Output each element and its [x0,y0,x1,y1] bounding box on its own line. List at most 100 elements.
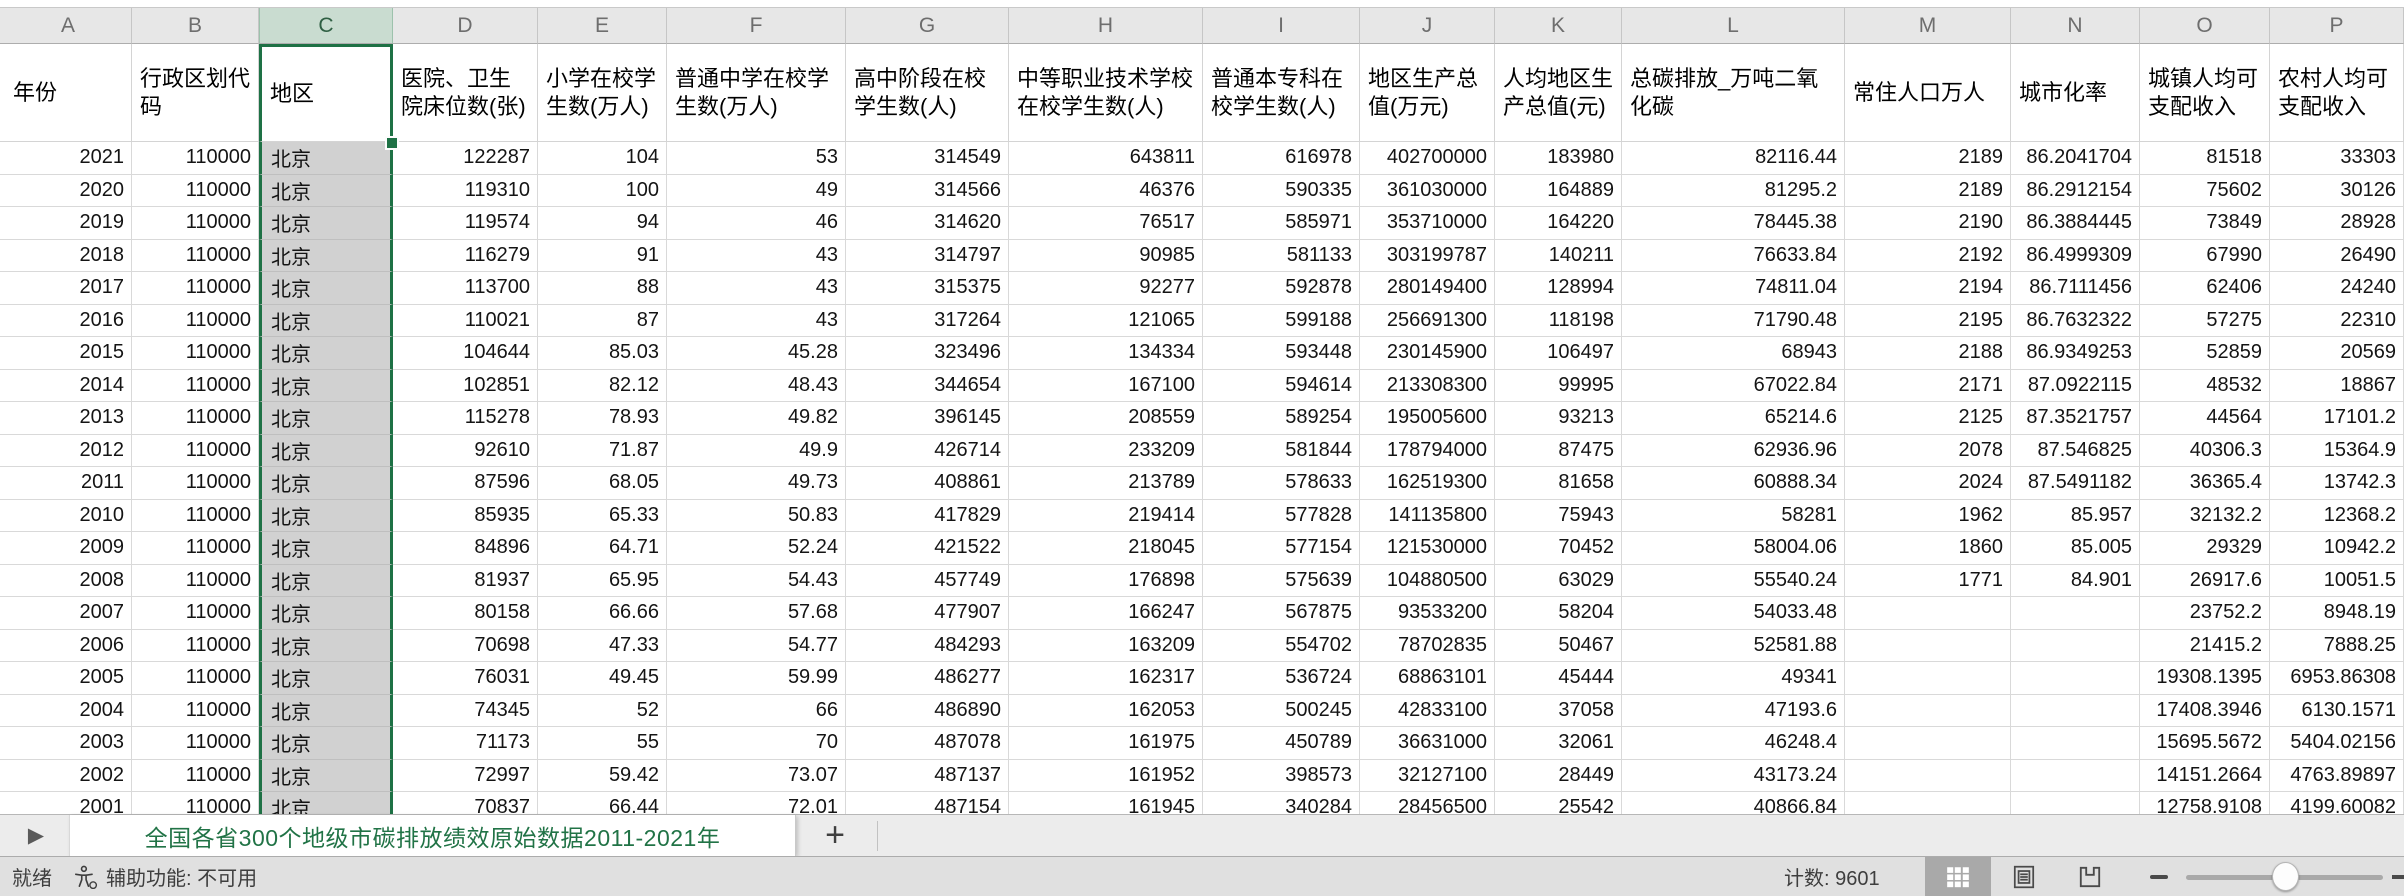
cell-A19[interactable]: 2004 [5,694,132,727]
cell-F1[interactable]: 普通中学在校学生数(万人) [667,44,846,142]
cell-F4[interactable]: 46 [667,207,846,240]
cell-I19[interactable]: 500245 [1203,694,1360,727]
cell-I9[interactable]: 594614 [1203,369,1360,402]
cell-B20[interactable]: 110000 [132,727,259,760]
cell-O6[interactable]: 62406 [2140,272,2270,305]
cell-A17[interactable]: 2006 [5,629,132,662]
cell-P4[interactable]: 28928 [2270,207,2404,240]
cell-C11[interactable]: 北京 [259,434,393,467]
cell-G3[interactable]: 314566 [846,174,1009,207]
cell-E19[interactable]: 52 [538,694,667,727]
cell-H4[interactable]: 76517 [1009,207,1203,240]
cell-G7[interactable]: 317264 [846,304,1009,337]
column-letter-A[interactable]: A [5,8,132,44]
cell-D21[interactable]: 72997 [393,759,538,792]
cell-M8[interactable]: 2188 [1845,337,2011,370]
column-letter-J[interactable]: J [1360,8,1495,44]
cell-F14[interactable]: 52.24 [667,532,846,565]
cell-N22[interactable] [2011,792,2140,814]
cell-D18[interactable]: 76031 [393,662,538,695]
cell-C5[interactable]: 北京 [259,239,393,272]
cell-A22[interactable]: 2001 [5,792,132,814]
cell-P7[interactable]: 22310 [2270,304,2404,337]
cell-N10[interactable]: 87.3521757 [2011,402,2140,435]
column-letter-N[interactable]: N [2011,8,2140,44]
cell-K13[interactable]: 75943 [1495,499,1622,532]
cell-H22[interactable]: 161945 [1009,792,1203,814]
cell-L3[interactable]: 81295.2 [1622,174,1845,207]
cell-I14[interactable]: 577154 [1203,532,1360,565]
cell-I1[interactable]: 普通本专科在校学生数(人) [1203,44,1360,142]
cell-K17[interactable]: 50467 [1495,629,1622,662]
cell-D20[interactable]: 71173 [393,727,538,760]
cell-G8[interactable]: 323496 [846,337,1009,370]
cell-P9[interactable]: 18867 [2270,369,2404,402]
sheet-tab-active[interactable]: 全国各省300个地级市碳排放绩效原始数据2011-2021年 [69,815,796,856]
cell-B19[interactable]: 110000 [132,694,259,727]
cell-D10[interactable]: 115278 [393,402,538,435]
cell-F5[interactable]: 43 [667,239,846,272]
cell-I2[interactable]: 616978 [1203,142,1360,175]
cell-E4[interactable]: 94 [538,207,667,240]
cell-D5[interactable]: 116279 [393,239,538,272]
cell-H9[interactable]: 167100 [1009,369,1203,402]
cell-A1[interactable]: 年份 [5,44,132,142]
cell-A11[interactable]: 2012 [5,434,132,467]
cell-B12[interactable]: 110000 [132,467,259,500]
cell-A3[interactable]: 2020 [5,174,132,207]
cell-J10[interactable]: 195005600 [1360,402,1495,435]
cell-N8[interactable]: 86.9349253 [2011,337,2140,370]
cell-C18[interactable]: 北京 [259,662,393,695]
cell-E3[interactable]: 100 [538,174,667,207]
cell-B1[interactable]: 行政区划代码 [132,44,259,142]
cell-N1[interactable]: 城市化率 [2011,44,2140,142]
column-letter-L[interactable]: L [1622,8,1845,44]
cell-B13[interactable]: 110000 [132,499,259,532]
cell-L19[interactable]: 47193.6 [1622,694,1845,727]
cell-F9[interactable]: 48.43 [667,369,846,402]
cell-N14[interactable]: 85.005 [2011,532,2140,565]
cell-J8[interactable]: 230145900 [1360,337,1495,370]
cell-C4[interactable]: 北京 [259,207,393,240]
cell-F22[interactable]: 72.01 [667,792,846,814]
cell-G20[interactable]: 487078 [846,727,1009,760]
cell-H14[interactable]: 218045 [1009,532,1203,565]
cell-E5[interactable]: 91 [538,239,667,272]
cell-J16[interactable]: 93533200 [1360,597,1495,630]
cell-L6[interactable]: 74811.04 [1622,272,1845,305]
cell-A9[interactable]: 2014 [5,369,132,402]
cell-H7[interactable]: 121065 [1009,304,1203,337]
cell-M22[interactable] [1845,792,2011,814]
cell-J6[interactable]: 280149400 [1360,272,1495,305]
cell-H13[interactable]: 219414 [1009,499,1203,532]
cell-K4[interactable]: 164220 [1495,207,1622,240]
cell-H12[interactable]: 213789 [1009,467,1203,500]
cell-L17[interactable]: 52581.88 [1622,629,1845,662]
cell-M19[interactable] [1845,694,2011,727]
cell-C10[interactable]: 北京 [259,402,393,435]
column-letter-I[interactable]: I [1203,8,1360,44]
cell-D3[interactable]: 119310 [393,174,538,207]
cell-E6[interactable]: 88 [538,272,667,305]
cell-E9[interactable]: 82.12 [538,369,667,402]
cell-N13[interactable]: 85.957 [2011,499,2140,532]
cell-O14[interactable]: 29329 [2140,532,2270,565]
cell-I12[interactable]: 578633 [1203,467,1360,500]
cell-I13[interactable]: 577828 [1203,499,1360,532]
cell-B22[interactable]: 110000 [132,792,259,814]
cell-G11[interactable]: 426714 [846,434,1009,467]
cell-M16[interactable] [1845,597,2011,630]
cell-L13[interactable]: 58281 [1622,499,1845,532]
cell-B4[interactable]: 110000 [132,207,259,240]
cell-A5[interactable]: 2018 [5,239,132,272]
cell-E13[interactable]: 65.33 [538,499,667,532]
cell-K18[interactable]: 45444 [1495,662,1622,695]
cell-I20[interactable]: 450789 [1203,727,1360,760]
cell-K3[interactable]: 164889 [1495,174,1622,207]
cell-I11[interactable]: 581844 [1203,434,1360,467]
cell-E7[interactable]: 87 [538,304,667,337]
cell-M2[interactable]: 2189 [1845,142,2011,175]
sheet-nav-arrow-icon[interactable]: ▶ [27,824,45,847]
cell-P6[interactable]: 24240 [2270,272,2404,305]
cell-K21[interactable]: 28449 [1495,759,1622,792]
